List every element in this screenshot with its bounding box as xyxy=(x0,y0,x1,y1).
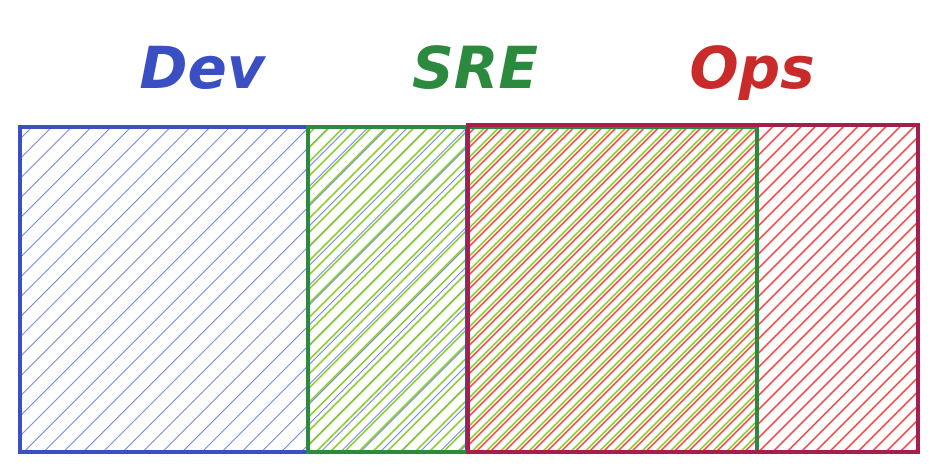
dev-label: Dev xyxy=(139,34,266,102)
ops-box-border xyxy=(466,123,920,454)
ops-label: Ops xyxy=(689,34,814,102)
sre-label: SRE xyxy=(412,34,538,102)
ops-box xyxy=(468,125,918,452)
